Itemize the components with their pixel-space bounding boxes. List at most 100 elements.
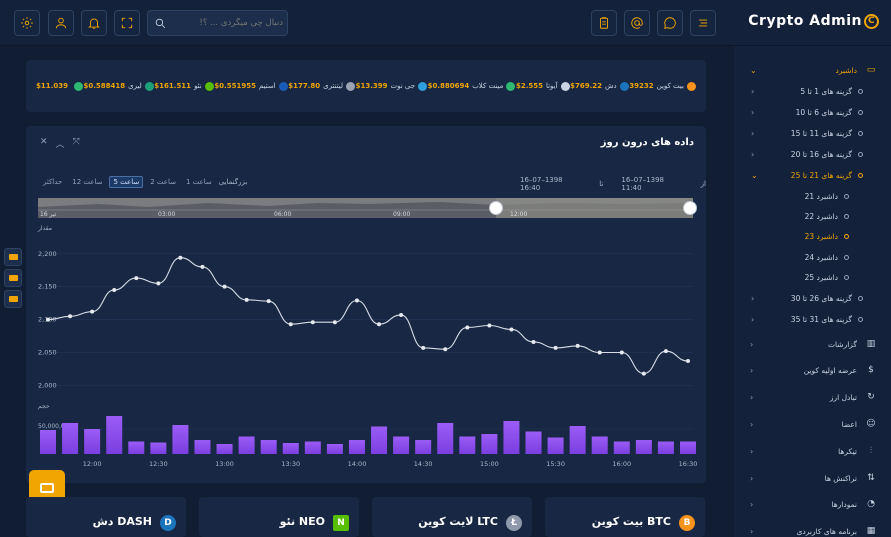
from-label: از: [700, 180, 706, 188]
user-icon[interactable]: [48, 10, 74, 36]
sidebar-item-reports[interactable]: ▥ گزارشات ‹: [750, 339, 876, 349]
sidebar-group-16-20[interactable]: گزینه های 16 تا 20 ‹: [751, 144, 863, 164]
zoom-5h-button[interactable]: 5 ساعت: [109, 176, 144, 188]
navigator-label: تیر 16: [40, 211, 57, 218]
coin-icon: [204, 81, 214, 91]
sidebar-item-dashboard-21[interactable]: داشبرد 21: [751, 186, 849, 206]
circle-icon: [858, 151, 863, 157]
price-point: [156, 281, 161, 286]
price-point: [487, 323, 492, 328]
sidebar-item-dashboard-24[interactable]: داشبرد 24: [751, 247, 849, 267]
circle-icon: [844, 233, 849, 239]
from-date-input[interactable]: 16–07–1398 11:40: [621, 176, 665, 192]
volume-bar: [613, 441, 630, 454]
ticker-item[interactable]: نئو $161.511: [154, 81, 214, 91]
coin-name: نئو NEO: [279, 515, 325, 528]
at-sign-icon[interactable]: [624, 10, 650, 36]
zoom-2h-button[interactable]: 2 ساعت: [150, 178, 176, 186]
coin-card-btc[interactable]: B بیت کوین BTC: [545, 497, 705, 537]
zoom-max-button[interactable]: حداکثر: [43, 178, 63, 186]
coin-icon: [418, 81, 428, 91]
sidebar-item-dashboard[interactable]: ▭ داشبرد ⌄: [750, 65, 876, 75]
close-icon[interactable]: ✕: [40, 137, 48, 147]
sidebar-item-dashboard-25[interactable]: داشبرد 25: [751, 267, 849, 287]
expand-icon[interactable]: ⤧: [72, 137, 80, 147]
sidebar-item-dashboard-23[interactable]: داشبرد 23: [751, 226, 849, 246]
toolbar-icon[interactable]: [4, 290, 22, 308]
volume-bar: [569, 426, 586, 454]
collapse-icon[interactable]: ︿: [55, 140, 65, 150]
sidebar-group-6-10[interactable]: گزینه های 6 تا 10 ‹: [751, 102, 863, 122]
circle-icon: [844, 193, 849, 199]
fullscreen-icon[interactable]: [114, 10, 140, 36]
search-input[interactable]: [173, 18, 283, 28]
zoom-controls: حداکثر 12 ساعت 5 ساعت 2 ساعت 1 ساعت بزرگ…: [40, 176, 247, 188]
sidebar-item-charts[interactable]: ◔ نمودارها ‹: [744, 494, 877, 514]
settings-icon[interactable]: [14, 10, 40, 36]
date-range: 16–07–1398 16:40 تا 16–07–1398 11:40 از: [520, 176, 706, 192]
ticker-item[interactable]: لیتنتری $177.80: [288, 81, 356, 91]
y-tick-label: 2,200: [38, 250, 57, 258]
chevron-down-icon: ⌄: [751, 170, 758, 180]
coin-card-neo[interactable]: N نئو NEO: [199, 497, 359, 537]
clipboard-icon[interactable]: [591, 10, 617, 36]
sidebar-group-26-30[interactable]: گزینه های 26 تا 30 ‹: [751, 288, 863, 308]
x-tick-label: 12:30: [149, 460, 168, 468]
coin-card-dash[interactable]: D دش DASH: [26, 497, 186, 537]
sidebar-item-exchange[interactable]: ↻ تبادل ارز ‹: [744, 387, 877, 407]
sidebar-group-21-25[interactable]: گزینه های 21 تا 25 ⌄: [751, 165, 863, 185]
chevron-left-icon: ‹: [751, 107, 755, 117]
sidebar-item-transactions[interactable]: ⇅ تراکنش ها ‹: [744, 468, 877, 488]
sidebar-group-11-15[interactable]: گزینه های 11 تا 15 ‹: [751, 123, 863, 143]
ticker-item[interactable]: جی نوت $13.399: [356, 81, 428, 91]
bitcoin-icon: B: [679, 515, 695, 531]
sidebar-item-ico[interactable]: $ عرضه اولیه کوین ‹: [744, 360, 877, 380]
sidebar-item-apps[interactable]: ▦ برنامه های کاربردی ‹: [750, 526, 876, 536]
price-point: [421, 345, 426, 350]
x-tick-label: 15:30: [546, 460, 565, 468]
volume-bar: [84, 429, 101, 454]
sidebar-group-31-35[interactable]: گزینه های 31 تا 35 ‹: [751, 309, 863, 329]
chevron-left-icon: ‹: [750, 392, 754, 402]
ticker-item[interactable]: آیوتا $2.555: [516, 81, 570, 91]
ticker-item[interactable]: دش $769.22: [570, 81, 629, 91]
chart-title: داده های درون روز: [600, 137, 694, 148]
sidebar-item-members[interactable]: ☺ اعضا ‹: [750, 419, 876, 429]
ticker-item[interactable]: $11.039: [36, 81, 83, 91]
chevron-left-icon: ‹: [750, 526, 754, 536]
circle-icon: [844, 274, 849, 280]
price-point: [663, 349, 668, 354]
chat-icon[interactable]: [657, 10, 683, 36]
ticker-item[interactable]: لیری $0.588418: [84, 81, 154, 91]
ticker-item[interactable]: بیت کوین 39232: [629, 81, 696, 91]
navigator-sparkline: تیر 16 03:00 06:00 09:00 12:00: [38, 198, 693, 218]
volume-bar: [304, 441, 321, 454]
sidebar-group-1-5[interactable]: گزینه های 1 تا 5 ‹: [751, 81, 863, 101]
price-point: [553, 345, 558, 350]
litecoin-icon: Ł: [506, 515, 522, 531]
to-date-input[interactable]: 16–07–1398 16:40: [520, 176, 563, 192]
search-bar[interactable]: [147, 10, 288, 36]
navigator-handle-left[interactable]: [489, 201, 503, 215]
chevron-down-icon: ⌄: [750, 65, 757, 75]
zoom-12h-button[interactable]: 12 ساعت: [72, 178, 103, 186]
coin-card-ltc[interactable]: Ł لایت کوین LTC: [372, 497, 532, 537]
range-navigator[interactable]: تیر 16 03:00 06:00 09:00 12:00: [38, 198, 693, 218]
search-icon[interactable]: [154, 17, 167, 30]
side-toolbar: [4, 248, 24, 311]
price-point: [465, 325, 470, 330]
toolbar-icon[interactable]: [4, 269, 22, 287]
zoom-1h-button[interactable]: 1 ساعت: [185, 178, 212, 186]
x-tick-label: 16:00: [612, 460, 631, 468]
volume-bar: [591, 436, 608, 454]
coin-name: بیت کوین BTC: [591, 515, 671, 528]
menu-toggle-icon[interactable]: [690, 10, 716, 36]
sidebar-item-tickers[interactable]: ⫶ تیکرها ‹: [744, 441, 877, 461]
ticker-item[interactable]: استیم $0.551955: [214, 81, 288, 91]
toolbar-icon[interactable]: [4, 248, 22, 266]
brand-logo[interactable]: Crypto Admin C: [748, 13, 879, 29]
navigator-handle-right[interactable]: [683, 201, 697, 215]
ticker-item[interactable]: مینت کلاب $0.880694: [428, 81, 516, 91]
sidebar-item-dashboard-22[interactable]: داشبرد 22: [751, 206, 849, 226]
bell-icon[interactable]: [81, 10, 107, 36]
